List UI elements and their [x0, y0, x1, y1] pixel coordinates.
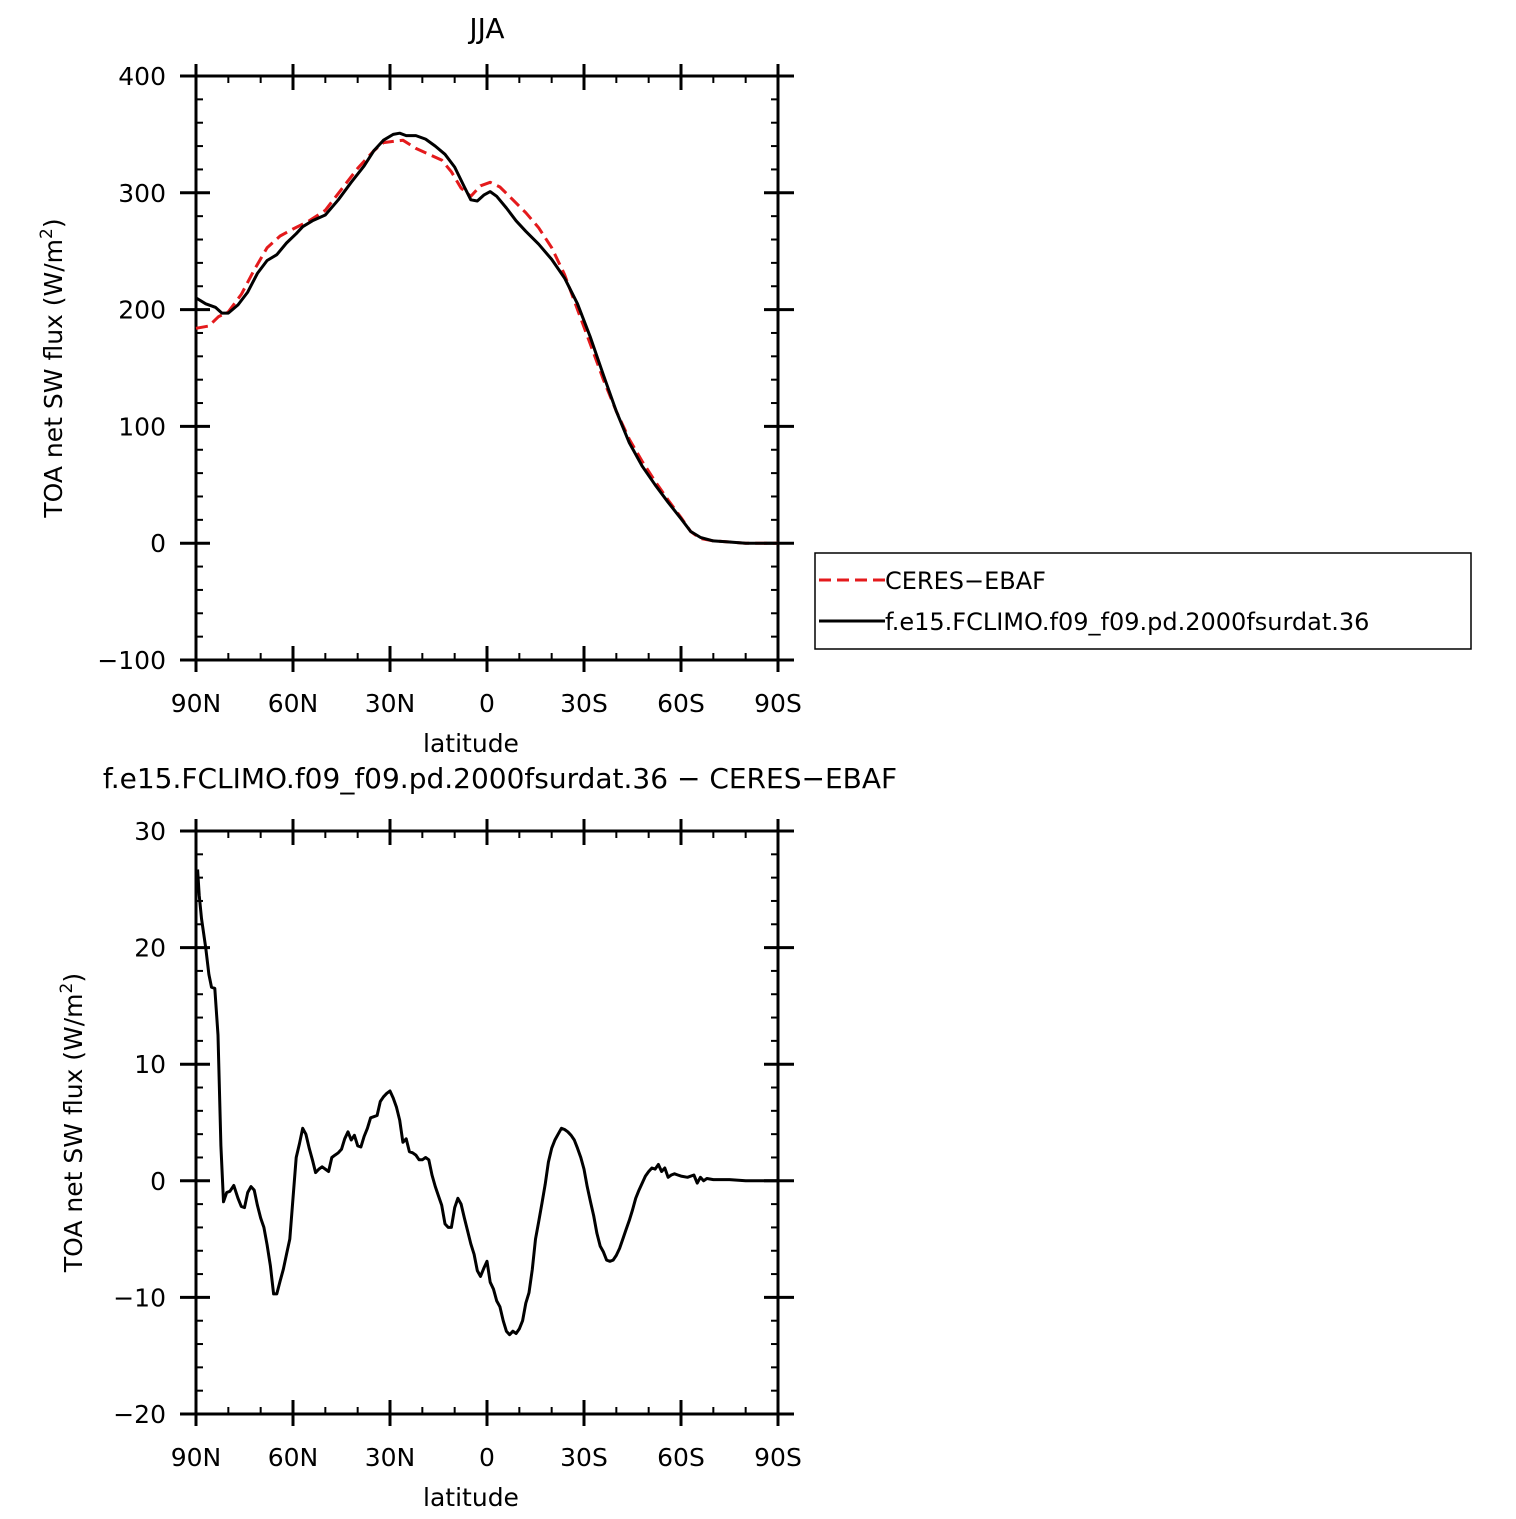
x-tick-label: 0: [479, 1443, 495, 1472]
y-tick-label: −100: [97, 646, 166, 675]
x-tick-label: 30S: [560, 689, 608, 718]
y-axis-label: TOA net SW flux (W/m2): [57, 973, 88, 1273]
y-tick-label: 300: [118, 179, 166, 208]
x-tick-label: 30N: [365, 1443, 416, 1472]
series-line-ceres-ebaf: [195, 138, 778, 545]
x-tick-label: 30N: [365, 689, 416, 718]
y-tick-label: 20: [134, 934, 166, 963]
series-line-model: [196, 869, 778, 1337]
chart-flux-difference: 90N 60N 30N 0 30S 60S 90S −20 −10 0 10 20 30 f.e15.FC…: [57, 762, 897, 1512]
legend-label: CERES−EBAF: [885, 567, 1046, 595]
legend-box: [814, 552, 1472, 650]
chart-title: f.e15.FCLIMO.f09_f09.pd.2000fsurdat.36 −…: [103, 762, 897, 795]
x-tick-label: 0: [479, 689, 495, 718]
legend-label: f.e15.FCLIMO.f09_f09.pd.2000fsurdat.36: [885, 608, 1369, 636]
y-tick-label: 100: [118, 412, 166, 441]
plot-frame: [194, 74, 780, 662]
y-tick-label: 30: [134, 817, 166, 846]
y-tick-label: 400: [118, 62, 166, 91]
chart-jja-flux: 90N 60N 30N 0 30S 60S 90S −100 0 100 200 300 400 JJA l…: [37, 12, 802, 758]
y-tick-label: −20: [113, 1400, 166, 1429]
y-tick-label: 0: [150, 529, 166, 558]
x-tick-label: 60S: [657, 1443, 705, 1472]
x-tick-label: 60N: [268, 1443, 319, 1472]
y-tick-label: 0: [150, 1167, 166, 1196]
x-tick-label: 90N: [171, 1443, 222, 1472]
x-axis-label: latitude: [423, 1483, 519, 1512]
x-tick-label: 90N: [171, 689, 222, 718]
x-axis-label: latitude: [423, 729, 519, 758]
y-axis-label: TOA net SW flux (W/m2): [37, 218, 68, 518]
x-tick-label: 60S: [657, 689, 705, 718]
y-tick-label: −10: [113, 1283, 166, 1312]
x-tick-label: 90S: [754, 689, 802, 718]
series-line-model: [195, 131, 778, 545]
chart-title: JJA: [467, 12, 504, 45]
plot-frame: [194, 829, 780, 1416]
x-tick-label: 30S: [560, 1443, 608, 1472]
y-tick-label: 200: [118, 296, 166, 325]
x-tick-label: 60N: [268, 689, 319, 718]
legend: CERES−EBAF f.e15.FCLIMO.f09_f09.pd.2000fs…: [814, 552, 1472, 650]
x-tick-label: 90S: [754, 1443, 802, 1472]
y-tick-label: 10: [134, 1050, 166, 1079]
